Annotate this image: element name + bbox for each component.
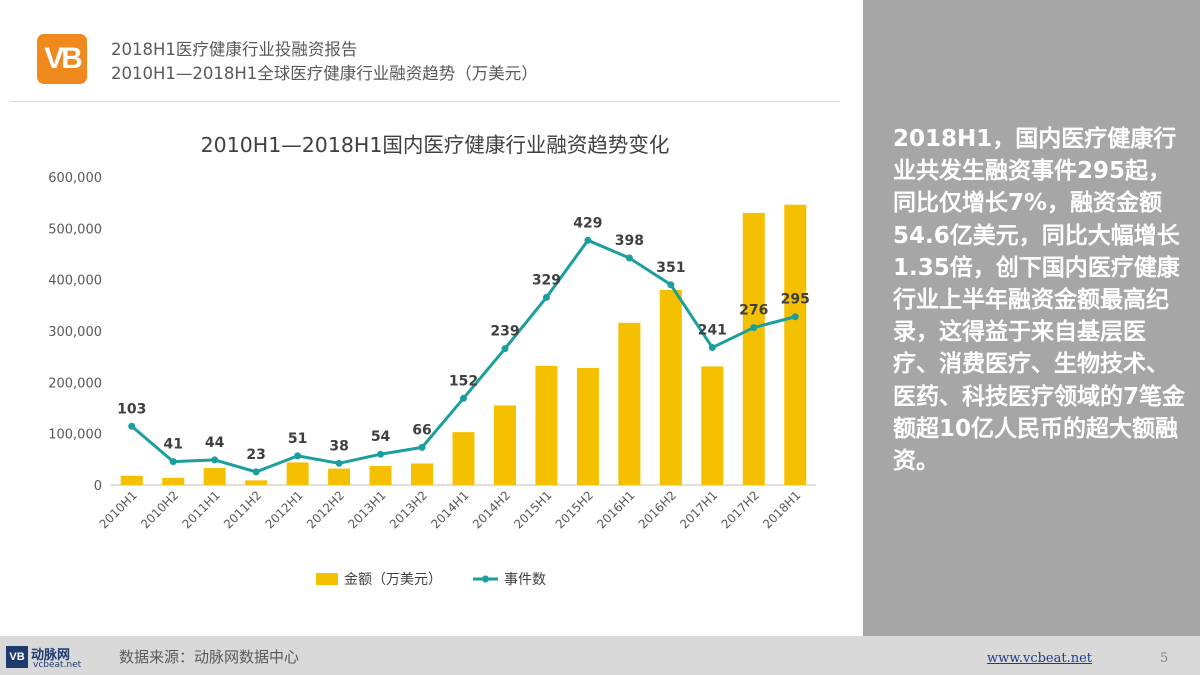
event-data-label: 51 <box>288 431 307 447</box>
x-tick-label: 2017H2 <box>719 488 762 531</box>
legend-label-events: 事件数 <box>504 572 546 588</box>
y-tick-label: 500,000 <box>48 222 102 237</box>
event-point-2015H1 <box>542 293 550 301</box>
x-tick-label: 2013H1 <box>345 488 388 531</box>
header-divider <box>10 101 840 102</box>
bar-2015H2 <box>576 367 599 485</box>
x-tick-label: 2013H2 <box>387 488 430 531</box>
event-data-label: 23 <box>246 447 265 463</box>
event-point-2012H1 <box>294 452 302 460</box>
report-title: 2018H1医疗健康行业投融资报告 <box>111 40 358 59</box>
y-tick-label: 200,000 <box>48 376 102 391</box>
event-data-label: 429 <box>573 215 602 231</box>
event-data-label: 44 <box>205 435 225 451</box>
x-tick-label: 2010H1 <box>97 488 140 531</box>
event-data-label: 351 <box>656 260 685 276</box>
event-point-2012H2 <box>335 459 343 467</box>
bar-2014H2 <box>493 405 516 485</box>
bar-2017H1 <box>701 366 724 485</box>
x-tick-label: 2017H1 <box>677 488 720 531</box>
summary-panel <box>863 0 1200 636</box>
event-data-label: 276 <box>739 303 768 319</box>
footer-domain: vcbeat.net <box>33 660 82 670</box>
event-point-2016H1 <box>625 254 633 262</box>
event-data-label: 41 <box>163 437 182 453</box>
y-tick-label: 400,000 <box>48 274 102 289</box>
legend-marker-events <box>482 575 489 583</box>
event-point-2015H2 <box>584 236 592 244</box>
legend-swatch-amount <box>316 573 338 585</box>
bar-2017H2 <box>742 212 765 485</box>
event-point-2010H2 <box>169 458 177 466</box>
x-tick-label: 2012H1 <box>262 488 305 531</box>
vb-logo: VB <box>37 34 87 84</box>
event-data-label: 398 <box>615 233 644 249</box>
event-data-label: 241 <box>698 323 727 339</box>
footer-logo: VB <box>6 646 28 668</box>
y-tick-label: 0 <box>94 479 102 494</box>
footer-bar <box>0 636 1200 675</box>
x-tick-label: 2018H1 <box>760 488 803 531</box>
event-point-2018H1 <box>791 313 799 321</box>
bar-2012H1 <box>286 462 309 485</box>
event-data-label: 152 <box>449 373 478 389</box>
event-point-2014H1 <box>460 394 467 402</box>
data-source-note: 数据来源：动脉网数据中心 <box>119 648 300 666</box>
event-data-label: 239 <box>490 324 519 340</box>
website-link[interactable]: www.vcbeat.net <box>987 651 1093 666</box>
event-data-label: 54 <box>371 429 391 445</box>
bar-2014H1 <box>452 432 475 485</box>
x-tick-label: 2014H2 <box>470 488 513 531</box>
x-tick-label: 2011H1 <box>180 488 223 531</box>
event-point-2017H1 <box>708 344 716 352</box>
bar-2016H2 <box>659 289 682 485</box>
slide-subtitle: 2010H1—2018H1全球医疗健康行业融资趋势（万美元） <box>111 64 538 83</box>
chart-title: 2010H1—2018H1国内医疗健康行业融资趋势变化 <box>200 133 670 157</box>
x-tick-label: 2010H2 <box>138 488 181 531</box>
event-point-2011H2 <box>252 468 260 476</box>
bar-2013H1 <box>369 466 392 485</box>
event-data-label: 66 <box>412 422 431 438</box>
bar-2018H1 <box>784 204 807 485</box>
y-tick-label: 600,000 <box>48 171 102 186</box>
x-tick-label: 2016H1 <box>594 488 637 531</box>
financing-trend-chart: 0 100,000 200,000 300,000 400,000 500,000 600,… <box>48 171 816 588</box>
event-point-2016H2 <box>667 281 675 289</box>
event-point-2014H2 <box>501 345 509 353</box>
event-point-2010H1 <box>128 422 136 430</box>
x-tick-label: 2011H2 <box>221 488 264 531</box>
footer-brand: 动脉网 <box>31 648 71 663</box>
y-tick-label: 300,000 <box>48 325 102 340</box>
bar-2011H2 <box>245 480 268 485</box>
page-number: 5 <box>1160 651 1169 666</box>
bar-2015H1 <box>535 365 558 485</box>
event-data-label: 295 <box>781 292 810 308</box>
bar-2010H2 <box>162 477 185 485</box>
bar-2010H1 <box>120 475 143 485</box>
event-point-2017H2 <box>750 324 758 332</box>
bar-2016H1 <box>618 322 641 485</box>
event-data-label: 103 <box>117 401 146 417</box>
y-tick-label: 100,000 <box>48 428 102 443</box>
event-data-label: 38 <box>329 438 348 454</box>
x-tick-label: 2015H1 <box>511 488 554 531</box>
event-data-label: 329 <box>532 272 561 288</box>
bar-2012H2 <box>328 468 351 485</box>
event-point-2013H2 <box>418 443 426 451</box>
x-tick-label: 2014H1 <box>428 488 471 531</box>
event-point-2011H1 <box>211 456 219 464</box>
x-tick-label: 2016H2 <box>636 488 679 531</box>
x-tick-label: 2015H2 <box>553 488 596 531</box>
legend-label-amount: 金额（万美元） <box>344 572 442 588</box>
bar-2011H1 <box>203 468 226 485</box>
summary-text: 2018H1，国内医疗健康行业共发生融资事件295起，同比仅增长7%，融资金额5… <box>893 126 1186 475</box>
bar-2013H2 <box>411 463 434 485</box>
event-point-2013H1 <box>377 450 385 458</box>
x-tick-label: 2012H2 <box>304 488 347 531</box>
